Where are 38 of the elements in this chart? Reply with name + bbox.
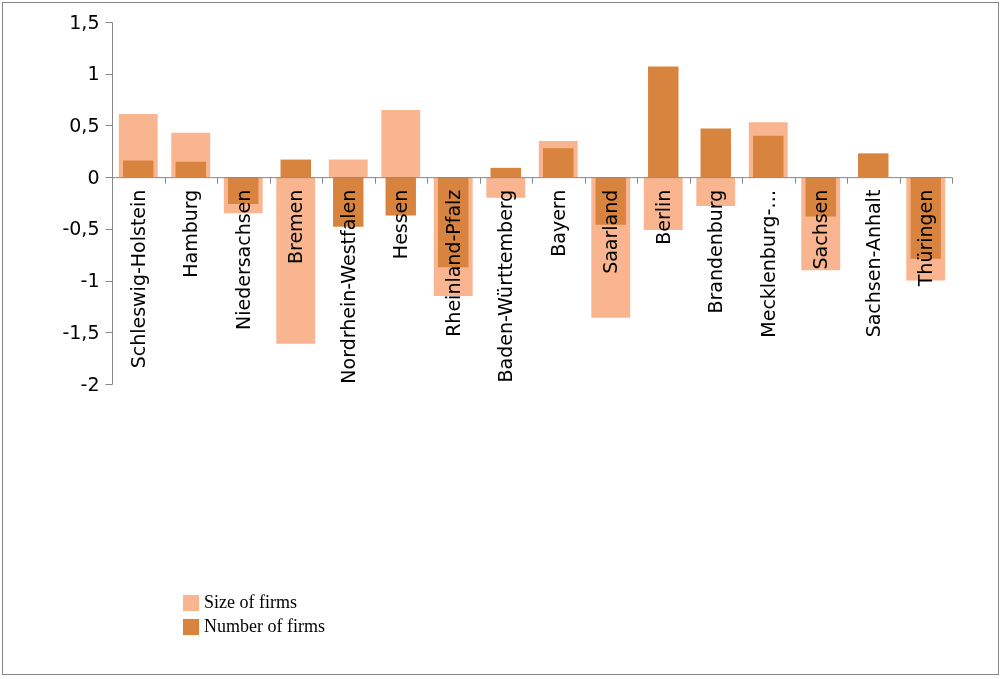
bar [700, 128, 731, 178]
bar [381, 109, 421, 178]
x-tick-label: Sachsen-Anhalt [861, 189, 884, 338]
bar [123, 160, 154, 178]
x-tick-label: Nordrhein-Westfalen [336, 189, 359, 384]
y-tick-label: 0,5 [69, 113, 100, 136]
y-tick-label: -0,5 [62, 217, 100, 240]
bar [543, 148, 574, 178]
x-tick-label: Hamburg [179, 189, 202, 278]
x-tick-label: Bremen [284, 189, 307, 264]
legend-label: Size of firms [204, 592, 297, 612]
y-tick-label: -2 [80, 372, 100, 395]
x-tick-label: Baden-Württemberg [494, 189, 517, 383]
y-tick-label: 1 [87, 62, 100, 85]
bar [276, 177, 316, 344]
bar [328, 159, 368, 178]
y-tick-label: 1,5 [69, 10, 100, 33]
x-tick-label: Niedersachsen [231, 189, 254, 331]
y-tick-label: -1 [80, 269, 100, 292]
x-tick-label: Hessen [389, 189, 412, 260]
bar [490, 167, 521, 178]
y-tick-label: -1,5 [62, 320, 100, 343]
x-tick-label: Brandenburg [704, 189, 727, 314]
x-tick-label: Saarland [599, 189, 622, 274]
x-tick-label: Bayern [546, 189, 569, 257]
bar [280, 159, 311, 178]
x-tick-label: Berlin [651, 189, 674, 245]
x-tick-label: Mecklenburg-… [756, 189, 779, 338]
x-tick-label: Thüringen [914, 189, 937, 288]
bar [858, 153, 889, 178]
bar [753, 135, 784, 178]
x-tick-label: Rheinland-Pfalz [441, 189, 464, 337]
y-tick-label: 0 [87, 165, 100, 188]
bar [648, 66, 679, 178]
bar [175, 161, 206, 178]
x-tick-label: Schleswig-Holstein [126, 189, 149, 369]
x-tick-label: Sachsen [809, 189, 832, 270]
legend-label: Number of firms [204, 616, 325, 636]
